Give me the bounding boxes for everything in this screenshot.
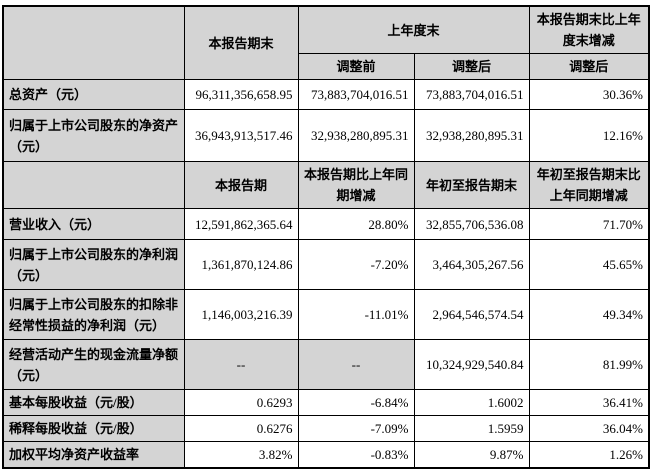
header-ytd: 年初至报告期末 <box>413 161 530 209</box>
revenue-ytd-change: 71.70% <box>528 208 650 240</box>
total-assets-after-adj: 73,883,704,016.51 <box>413 79 530 110</box>
row-label-net-assets: 归属于上市公司股东的净资产（元） <box>2 109 185 162</box>
basic-eps-current: 0.6293 <box>183 389 299 416</box>
net-assets-before-adj: 32,938,280,895.31 <box>297 109 415 162</box>
table-row-basic-eps: 基本每股收益（元/股） 0.6293 -6.84% 1.6002 36.41% <box>2 389 650 416</box>
row-label-operating-cash-flow: 经营活动产生的现金流量净额（元） <box>2 339 185 390</box>
deducted-net-profit-change: -11.01% <box>297 289 415 340</box>
net-assets-after-adj: 32,938,280,895.31 <box>413 109 530 162</box>
deducted-net-profit-current: 1,146,003,216.39 <box>183 289 299 340</box>
header-row-3: 本报告期 本报告期比上年同期增减 年初至报告期末 年初至报告期末比上年同期增减 <box>2 161 650 209</box>
row-label-diluted-eps: 稀释每股收益（元/股） <box>2 415 185 442</box>
basic-eps-ytd: 1.6002 <box>413 389 530 416</box>
deducted-net-profit-ytd-change: 49.34% <box>528 289 650 340</box>
table-row-weighted-roe: 加权平均净资产收益率 3.82% -0.83% 9.87% 1.26% <box>2 441 650 469</box>
header-prior-year-end: 上年度末 <box>297 5 530 54</box>
basic-eps-ytd-change: 36.41% <box>528 389 650 416</box>
revenue-current: 12,591,862,365.64 <box>183 208 299 240</box>
net-profit-ytd-change: 45.65% <box>528 239 650 290</box>
header-row-2: 调整前 调整后 调整后 <box>3 53 650 80</box>
mid-corner-cell <box>2 161 185 209</box>
diluted-eps-current: 0.6276 <box>183 415 299 442</box>
header-current-period-end: 本报告期末 <box>183 5 299 80</box>
weighted-roe-change: -0.83% <box>297 441 415 469</box>
operating-cash-flow-change: -- <box>297 339 415 390</box>
net-profit-ytd: 3,464,305,267.56 <box>413 239 530 290</box>
operating-cash-flow-current: -- <box>183 339 299 390</box>
header-change-vs-prior-year-end: 本报告期末比上年度末增减 <box>528 5 650 54</box>
row-label-deducted-net-profit: 归属于上市公司股东的扣除非经常性损益的净利润（元） <box>2 289 185 340</box>
header-after-adjustment: 调整后 <box>413 53 530 80</box>
header-change-after-adjustment: 调整后 <box>528 53 650 80</box>
diluted-eps-change: -7.09% <box>297 415 415 442</box>
table-row-diluted-eps: 稀释每股收益（元/股） 0.6276 -7.09% 1.5959 36.04% <box>2 415 650 442</box>
table-row-net-profit: 归属于上市公司股东的净利润（元） 1,361,870,124.86 -7.20%… <box>2 239 650 290</box>
deducted-net-profit-ytd: 2,964,546,574.54 <box>413 289 530 340</box>
table-row-total-assets: 总资产（元） 96,311,356,658.95 73,883,704,016.… <box>2 79 650 110</box>
basic-eps-change: -6.84% <box>297 389 415 416</box>
weighted-roe-ytd: 9.87% <box>413 441 530 469</box>
row-label-weighted-roe: 加权平均净资产收益率 <box>2 441 185 469</box>
row-label-net-profit: 归属于上市公司股东的净利润（元） <box>2 239 185 290</box>
header-ytd-change: 年初至报告期末比上年同期增减 <box>528 161 650 209</box>
weighted-roe-current: 3.82% <box>183 441 299 469</box>
total-assets-current: 96,311,356,658.95 <box>183 79 299 110</box>
table-row-revenue: 营业收入（元） 12,591,862,365.64 28.80% 32,855,… <box>2 208 650 240</box>
weighted-roe-ytd-change: 1.26% <box>528 441 650 469</box>
header-change-vs-same-period: 本报告期比上年同期增减 <box>297 161 415 209</box>
diluted-eps-ytd-change: 36.04% <box>528 415 650 442</box>
total-assets-before-adj: 73,883,704,016.51 <box>297 79 415 110</box>
row-label-revenue: 营业收入（元） <box>2 208 185 240</box>
corner-cell <box>2 5 185 80</box>
net-assets-change: 12.16% <box>528 109 650 162</box>
table-row-deducted-net-profit: 归属于上市公司股东的扣除非经常性损益的净利润（元） 1,146,003,216.… <box>2 289 650 340</box>
diluted-eps-ytd: 1.5959 <box>413 415 530 442</box>
net-assets-current: 36,943,913,517.46 <box>183 109 299 162</box>
operating-cash-flow-ytd: 10,324,929,540.84 <box>413 339 530 390</box>
header-row-1: 本报告期末 上年度末 本报告期末比上年度末增减 <box>2 5 650 80</box>
revenue-ytd: 32,855,706,536.08 <box>413 208 530 240</box>
total-assets-change: 30.36% <box>528 79 650 110</box>
revenue-change: 28.80% <box>297 208 415 240</box>
operating-cash-flow-ytd-change: 81.99% <box>528 339 650 390</box>
row-label-basic-eps: 基本每股收益（元/股） <box>2 389 185 416</box>
row-label-total-assets: 总资产（元） <box>2 79 185 110</box>
table-row-operating-cash-flow: 经营活动产生的现金流量净额（元） -- -- 10,324,929,540.84… <box>2 339 650 390</box>
net-profit-current: 1,361,870,124.86 <box>183 239 299 290</box>
table-row-net-assets: 归属于上市公司股东的净资产（元） 36,943,913,517.46 32,93… <box>2 109 650 162</box>
financial-summary-table: 本报告期末 上年度末 本报告期末比上年度末增减 调整前 调整后 调整后 总资产（… <box>2 5 650 469</box>
header-before-adjustment: 调整前 <box>297 53 415 80</box>
header-current-period: 本报告期 <box>183 161 299 209</box>
net-profit-change: -7.20% <box>297 239 415 290</box>
